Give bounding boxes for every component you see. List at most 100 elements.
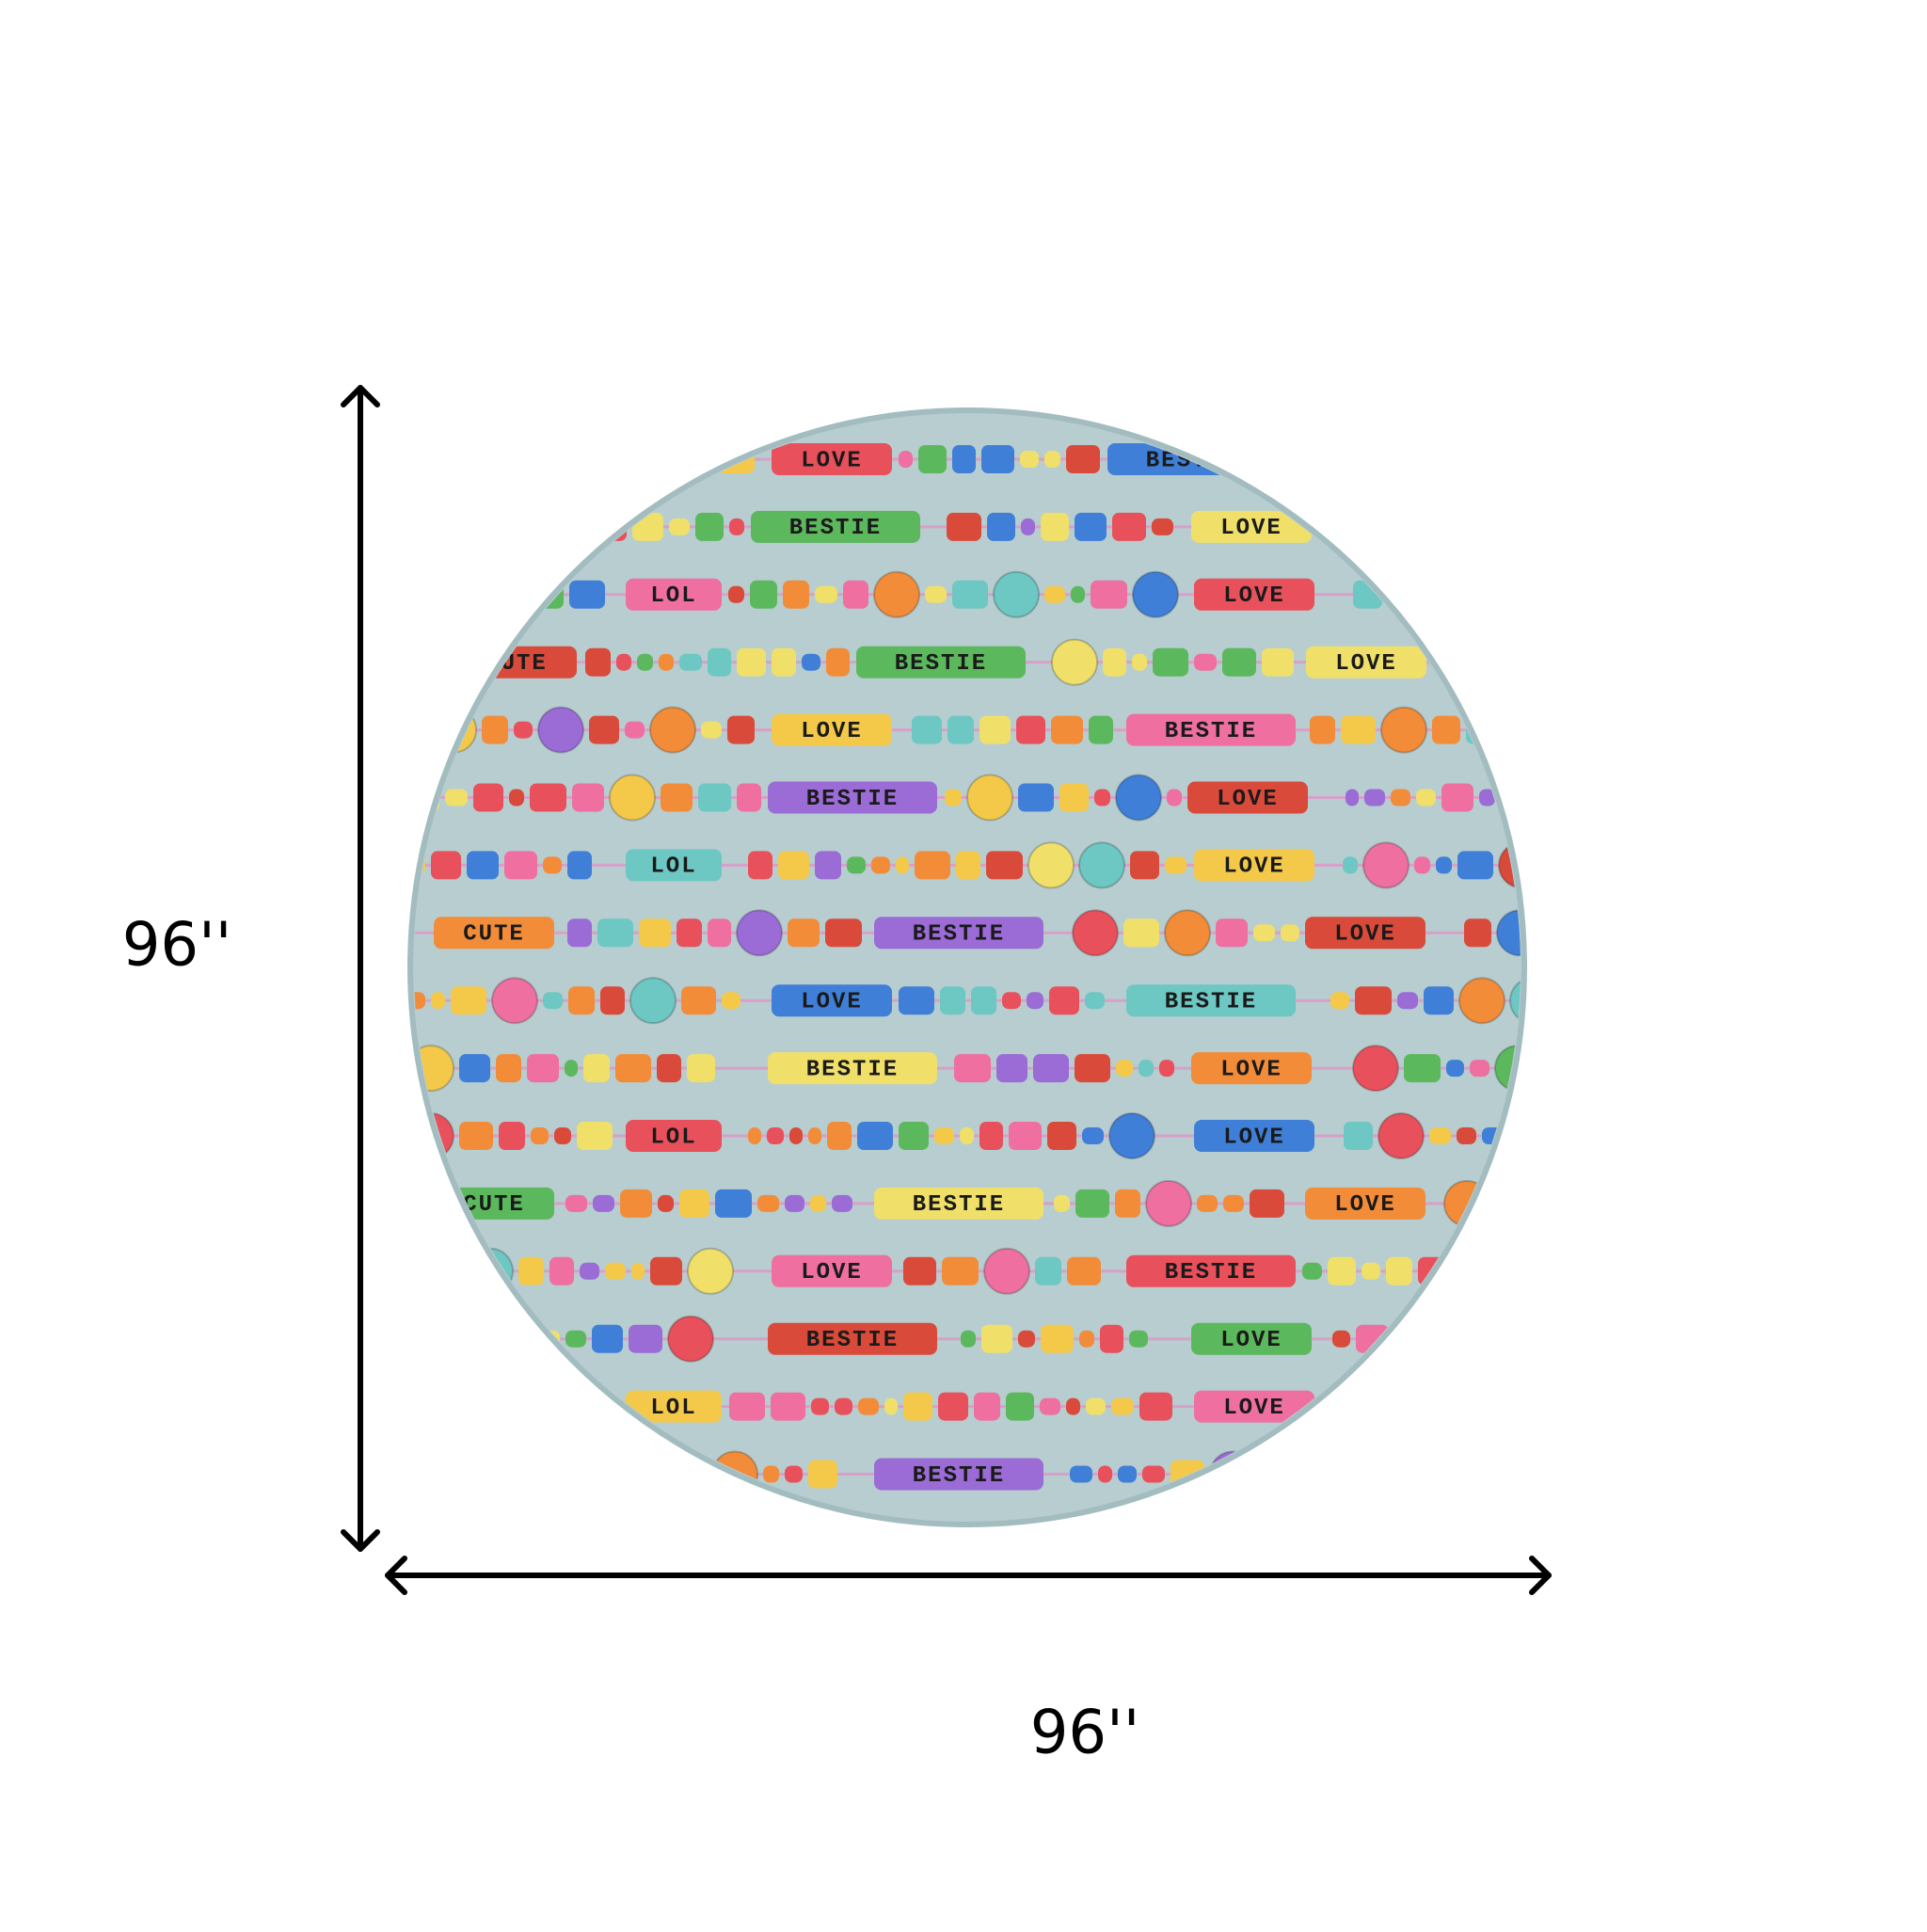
bead <box>677 918 702 948</box>
charm <box>649 706 696 754</box>
bead <box>681 1460 707 1489</box>
bead <box>414 1256 433 1285</box>
bead <box>445 789 468 806</box>
charm <box>983 1247 1030 1295</box>
bead <box>451 986 486 1015</box>
bead <box>414 1194 423 1212</box>
word-bead <box>1187 781 1308 814</box>
bead <box>695 512 724 541</box>
bead <box>750 580 777 609</box>
bead <box>1424 986 1454 1015</box>
bead <box>679 653 702 671</box>
bead <box>473 783 503 812</box>
bead-word: LOL <box>650 1125 696 1150</box>
bead <box>1394 1324 1423 1353</box>
bead <box>1391 789 1410 806</box>
height-arrow <box>341 385 380 1552</box>
charm <box>736 909 783 957</box>
bead <box>650 1256 682 1285</box>
bead <box>737 647 766 677</box>
bead <box>459 1122 493 1150</box>
bead <box>1044 451 1060 468</box>
bead <box>1165 856 1186 874</box>
bead <box>501 1465 517 1483</box>
bead <box>1330 992 1349 1010</box>
bead <box>1021 518 1035 535</box>
word-bead <box>1191 510 1312 543</box>
bead <box>827 1122 852 1150</box>
bead <box>1075 1054 1110 1083</box>
bead <box>729 518 744 535</box>
bead-word: LOVE <box>801 990 863 1015</box>
bead-word: LOVE <box>1223 1125 1285 1150</box>
bead <box>896 856 909 874</box>
bead <box>1416 789 1436 806</box>
bead-word: BESTIE <box>806 787 899 812</box>
charm <box>1078 841 1125 889</box>
bead <box>484 451 506 468</box>
bead <box>687 1054 715 1083</box>
bead <box>631 1262 645 1280</box>
bead <box>1432 715 1460 744</box>
bead <box>952 580 988 609</box>
bead <box>510 1392 542 1421</box>
bead <box>1040 1397 1060 1415</box>
bead <box>1365 1465 1385 1483</box>
bead <box>1495 1189 1521 1218</box>
bead <box>414 518 422 535</box>
word-bead <box>626 578 722 611</box>
bead <box>974 1392 1000 1421</box>
charm <box>491 977 538 1025</box>
bead <box>1082 1127 1104 1144</box>
bead <box>1111 1397 1134 1415</box>
bead <box>669 518 690 535</box>
bead <box>1033 1054 1069 1083</box>
bead <box>785 1465 803 1483</box>
bead <box>600 986 625 1015</box>
bead-word: BESTIE <box>789 516 882 541</box>
bead <box>938 1392 968 1421</box>
bead <box>414 647 437 677</box>
bead <box>1364 789 1385 806</box>
bead <box>447 1330 466 1348</box>
bead <box>1329 1460 1360 1489</box>
bead <box>565 1330 586 1348</box>
bead <box>763 1465 779 1483</box>
word-bead <box>434 917 554 950</box>
bead <box>832 1194 852 1212</box>
bead <box>1085 992 1105 1010</box>
charm <box>490 1315 537 1363</box>
bead <box>1197 1194 1218 1212</box>
bead <box>639 918 671 948</box>
bead-word: LOVE <box>1334 922 1396 948</box>
bead <box>1355 986 1392 1015</box>
charm <box>667 1315 714 1363</box>
bead-word: LOL <box>650 1396 696 1421</box>
word-bead <box>1126 984 1296 1017</box>
word-bead <box>1305 917 1425 950</box>
charm <box>1458 977 1505 1025</box>
bead <box>1501 783 1521 812</box>
bead <box>1393 518 1409 535</box>
bead <box>772 647 796 677</box>
bead <box>552 1460 577 1489</box>
bead <box>1504 721 1521 739</box>
bead <box>1479 789 1495 806</box>
bead-word: LOVE <box>1334 1192 1396 1218</box>
bead <box>1261 1460 1288 1489</box>
bead <box>1460 1256 1495 1285</box>
bead <box>1414 518 1433 535</box>
bead <box>1294 1460 1323 1489</box>
bead <box>785 1194 804 1212</box>
bead <box>1525 1325 1557 1353</box>
bead <box>1429 1127 1451 1144</box>
word-bead <box>626 1390 722 1423</box>
bead <box>748 851 772 880</box>
bead <box>504 851 537 880</box>
charm <box>1509 977 1521 1025</box>
bead <box>1142 1465 1165 1483</box>
bead-word: BESTIE <box>806 1057 899 1082</box>
bead <box>467 851 499 880</box>
